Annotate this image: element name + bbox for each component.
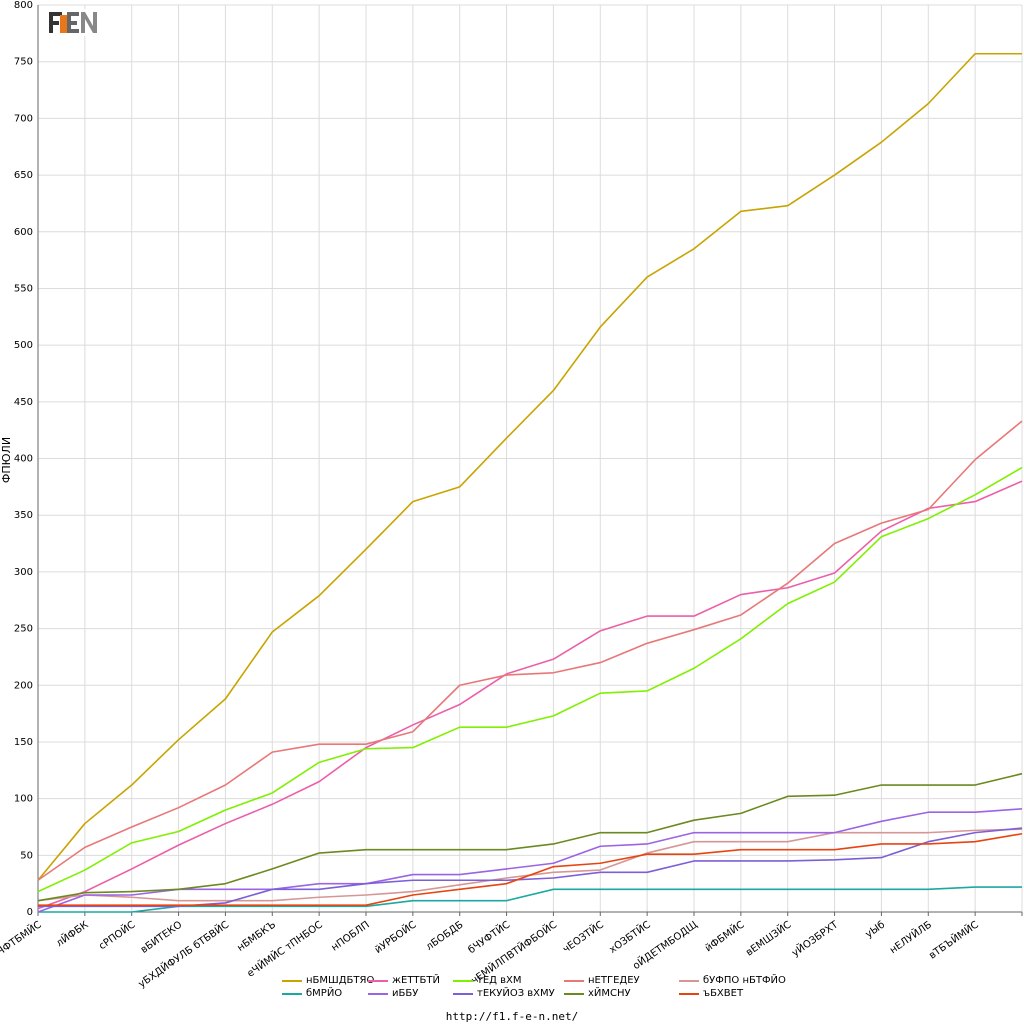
x-tick-label: хОЗБТЙС [606,918,652,956]
y-tick-label: 750 [14,57,33,68]
x-tick-label: вБИТЕКО [139,919,184,955]
footer-url: http://f1.f-e-n.net/ [445,1010,579,1023]
legend-item: хЙМСНУ [564,988,631,999]
legend-label: тЕД вХМ [477,975,522,986]
legend-item: тЕД вХМ [453,975,522,986]
y-tick-label: 550 [14,283,33,294]
x-tick-label: нЕЛУЙЛБ [887,918,934,956]
y-tick-label: 700 [14,113,33,124]
legend-swatch [368,979,388,982]
legend-swatch [453,992,473,995]
x-tick-label: чЕОЗТЙС [560,918,606,956]
legend-label: бМРЙО [306,988,343,999]
legend-label: хЙМСНУ [588,988,631,999]
legend-swatch [679,979,699,982]
series-line [37,480,1023,910]
x-tick-label: бЧУФТЙС [465,918,512,956]
series-line [37,808,1023,913]
legend-label: нБМШДБТЯО [306,975,375,986]
legend-label: жЕТТБТЙ [392,975,440,986]
series-line [37,772,1023,902]
legend-swatch [453,979,473,982]
y-tick-label: 100 [14,794,33,805]
legend-swatch [564,979,584,982]
legend-item: тЕКУЙОЗ вХМУ [453,988,555,999]
x-tick-label: уЫб [864,919,887,940]
series-line [37,466,1023,893]
legend-item: бМРЙО [282,988,342,999]
x-tick-label: вЕМШЗЙС [743,918,793,959]
y-tick-label: 600 [14,227,33,238]
x-tick-label: нБМБКЪ [235,919,278,953]
legend-swatch [564,992,584,995]
y-axis-label: ФПЮЛИ [0,437,13,483]
legend-swatch [282,979,302,982]
x-tick-label: еЧЙМЙС тПНБОС [244,918,325,980]
x-tick-label: йФБМЙС [702,918,746,955]
y-tick-label: 650 [14,170,33,181]
series-line [37,52,1022,881]
x-tick-label: лЙФБК [53,918,90,950]
y-tick-label: 400 [14,454,33,465]
y-tick-label: 500 [14,340,33,351]
f1-fen-logo [47,9,99,36]
x-tick-label: сРПОЙС [96,918,137,952]
legend-swatch [282,992,302,995]
x-tick-label: йУРБОЙС [372,918,419,956]
x-tick-label: вТБЪЙМЙС [926,918,981,962]
legend-swatch [679,992,699,995]
legend-item: жЕТТБТЙ [368,975,440,986]
x-tick-label: нПОБЛП [330,919,372,953]
y-tick-label: 300 [14,567,33,578]
y-tick-label: 450 [14,397,33,408]
series-line [38,832,1023,906]
y-tick-label: 350 [14,510,33,521]
y-tick-label: 0 [27,907,33,918]
legend-item: бУФПО нБТФЙО [679,975,786,986]
y-tick-label: 200 [14,680,33,691]
legend-label: ъБХВЕТ [703,988,744,999]
legend-swatch [368,992,388,995]
legend-item: ъБХВЕТ [679,988,743,999]
y-tick-label: 800 [14,0,33,11]
y-tick-label: 50 [20,850,33,861]
y-tick-label: 150 [14,737,33,748]
series-line [38,886,1022,913]
y-tick-label: 250 [14,624,33,635]
legend-label: иББУ [392,988,419,999]
legend-item: нБМШДБТЯО [282,975,374,986]
series-line [37,420,1023,881]
legend-label: нЕТГЕДЕУ [588,975,640,986]
legend-label: тЕКУЙОЗ вХМУ [477,988,555,999]
legend-item: нЕТГЕДЕУ [564,975,640,986]
x-tick-label: уЙОЗБРХТ [789,917,841,959]
x-tick-label: бЧФТБМЙС [0,918,44,962]
x-tick-label: лБОБДБ [424,919,465,953]
legend-item: иББУ [368,988,418,999]
legend-label: бУФПО нБТФЙО [703,975,786,986]
